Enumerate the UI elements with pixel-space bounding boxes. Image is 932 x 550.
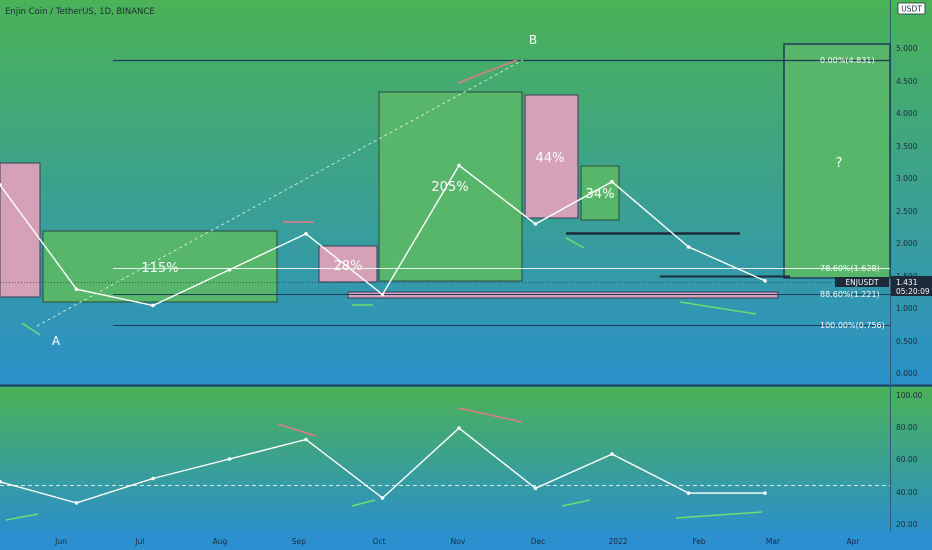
fib-label-88-6: 88.60%(1.221): [820, 290, 880, 299]
fib-label-78-6: 78.60%(1.628): [820, 264, 880, 273]
label-115: 115%: [141, 261, 178, 276]
price-point: [533, 222, 538, 226]
price-tick: 4.000: [896, 109, 918, 118]
last-price-tag[interactable]: [891, 276, 932, 296]
price-tick: 0.500: [896, 337, 918, 346]
rsi-point: [304, 437, 308, 442]
rsi-tick: 60.00: [896, 455, 918, 464]
rsi-point: [763, 491, 767, 495]
time-label: Aug: [213, 537, 228, 546]
bull-div-arrow-dec[interactable]: [565, 237, 585, 249]
rsi-bull-arrow-jun[interactable]: [5, 513, 39, 521]
label-question: ?: [836, 156, 843, 171]
rsi-bull-arrow-oct[interactable]: [351, 499, 376, 507]
target-box[interactable]: [783, 43, 891, 279]
loss-box-44[interactable]: [524, 94, 579, 219]
rsi-tick: 80.00: [896, 423, 918, 432]
time-label: Mar: [766, 537, 781, 546]
time-label: Oct: [373, 537, 386, 546]
rsi-point: [610, 452, 614, 456]
time-label: Dec: [531, 537, 546, 546]
price-tick: 0.000: [896, 369, 918, 378]
time-label: Sep: [292, 537, 306, 546]
rsi-tick: 100.00: [896, 391, 922, 400]
time-label: Jul: [134, 537, 144, 546]
bull-div-arrow-a[interactable]: [21, 322, 41, 336]
fib-label-0: 0.00%(4.831): [820, 56, 875, 65]
price-point: [227, 267, 232, 272]
rsi-bear-arrow-nov[interactable]: [457, 407, 523, 423]
symbol-tag[interactable]: [835, 277, 889, 287]
gain-box-115[interactable]: [42, 230, 278, 303]
currency-badge[interactable]: [897, 2, 926, 15]
price-point: [610, 179, 614, 184]
label-28: 28%: [334, 259, 363, 274]
gain-box-34[interactable]: [580, 165, 620, 221]
rsi-point: [380, 496, 385, 500]
price-tick: 5.000: [896, 44, 918, 53]
label-44: 44%: [536, 151, 565, 166]
rsi-point: [74, 501, 79, 505]
price-tick: 2.500: [896, 207, 918, 216]
price-tick: 4.500: [896, 77, 918, 86]
time-axis-background: [0, 532, 932, 550]
fib-connector: [36, 59, 524, 327]
bull-div-arrow-mar[interactable]: [679, 301, 757, 315]
rsi-point: [227, 457, 232, 461]
countdown-timer: 05:20:09: [896, 287, 930, 296]
label-point-a: A: [52, 334, 61, 348]
time-label: Apr: [847, 537, 861, 546]
price-tick: 2.000: [896, 239, 918, 248]
price-tick: 3.000: [896, 174, 918, 183]
price-point: [763, 279, 767, 283]
rsi-point: [457, 426, 461, 430]
rsi-pane-background: [0, 387, 932, 532]
rsi-tick: 40.00: [896, 488, 918, 497]
price-point: [686, 245, 691, 249]
rsi-bear-arrow-aug[interactable]: [277, 423, 317, 437]
loss-box-may[interactable]: [0, 162, 41, 298]
label-point-b: B: [529, 33, 537, 47]
price-tick: 1.000: [896, 304, 918, 313]
time-label: Jun: [54, 537, 67, 546]
price-point: [457, 163, 461, 168]
rsi-point: [0, 480, 2, 484]
label-34: 34%: [586, 187, 615, 202]
label-205: 205%: [431, 180, 468, 195]
price-point: [304, 232, 308, 236]
time-label: Feb: [692, 537, 706, 546]
price-point: [151, 303, 155, 308]
price-point: [0, 183, 2, 187]
rsi-point: [151, 476, 155, 481]
currency-badge-label: USDT: [901, 5, 922, 14]
rsi-bull-arrow-dec[interactable]: [561, 499, 591, 507]
price-tick: 3.500: [896, 142, 918, 151]
rsi-tick: 20.00: [896, 520, 918, 529]
rsi-point: [533, 486, 538, 491]
last-price-value: 1.431: [896, 278, 918, 287]
price-point: [74, 287, 79, 292]
gain-box-205[interactable]: [378, 91, 523, 282]
rsi-point: [686, 491, 691, 495]
rsi-bull-arrow-mar[interactable]: [675, 511, 763, 519]
fib-label-100: 100.00%(0.756): [820, 321, 885, 330]
time-label: Nov: [451, 537, 466, 546]
price-point: [380, 292, 385, 297]
symbol-tag-label: ENJUSDT: [845, 278, 879, 287]
chart-title: Enjin Coin / TetherUS, 1D, BINANCE: [5, 7, 155, 17]
time-label: 2022: [608, 537, 627, 546]
bear-div-arrow-price[interactable]: [457, 59, 518, 84]
